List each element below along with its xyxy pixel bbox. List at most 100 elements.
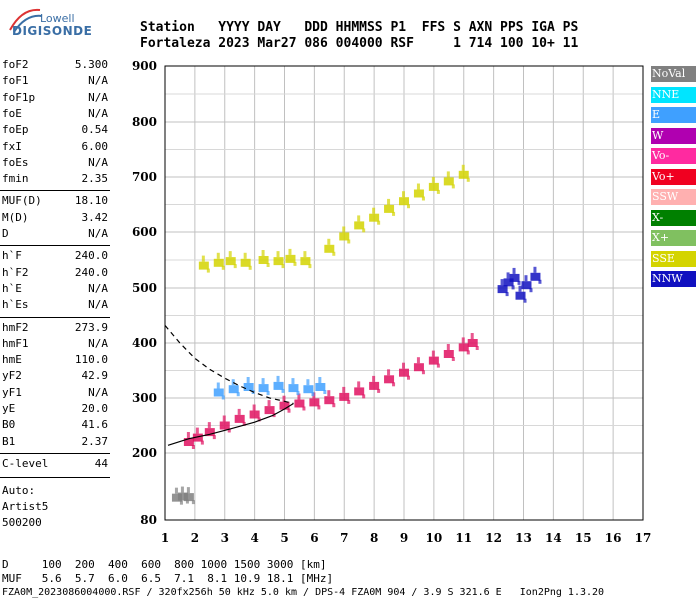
data-point — [261, 250, 265, 256]
data-point — [234, 414, 245, 423]
data-point — [407, 204, 410, 209]
data-point — [458, 343, 469, 352]
param-key: MUF(D) — [2, 194, 42, 208]
param-value: N/A — [88, 227, 108, 240]
data-point — [342, 386, 346, 393]
data-point — [523, 298, 527, 303]
param-value: N/A — [88, 90, 108, 104]
y-tick-label: 600 — [132, 225, 157, 239]
param-value: 2.35 — [81, 172, 109, 186]
data-point — [518, 285, 522, 292]
param-key: h`E — [2, 281, 22, 295]
auto-version: 500200 — [2, 516, 42, 529]
param-row: foF2 5.300 — [2, 58, 108, 72]
data-point — [186, 432, 190, 438]
param-value: 44 — [94, 456, 108, 470]
data-point — [273, 257, 284, 266]
data-point — [446, 344, 450, 350]
data-point — [308, 264, 312, 269]
data-point — [222, 415, 226, 422]
legend-item: X- — [651, 209, 696, 226]
data-point — [497, 285, 508, 294]
data-point — [339, 392, 350, 401]
param-key: fxI — [2, 139, 22, 153]
legend-item: E — [651, 107, 696, 123]
logo-digisonde: DIGISONDE — [12, 24, 93, 38]
param-value: 3.42 — [81, 210, 109, 224]
x-tick-label: 2 — [191, 531, 199, 545]
param-key: foEp — [2, 123, 29, 137]
param-row: h`F2 240.0 — [2, 266, 108, 280]
data-point — [399, 368, 409, 377]
param-key: h`F — [2, 249, 22, 263]
header-line-2: Fortaleza 2023 Mar27 086 004000 RSF 1 71… — [140, 36, 579, 51]
x-tick-label: 4 — [250, 531, 258, 545]
data-point — [279, 401, 290, 410]
x-tick-label: 11 — [455, 531, 472, 545]
param-key: C-level — [2, 456, 49, 470]
file-info: FZA0M_2023086004000.RSF / 320fx256h 50 k… — [2, 587, 605, 598]
data-point — [339, 232, 350, 241]
data-point — [282, 395, 286, 402]
data-point — [191, 500, 195, 505]
data-point — [521, 281, 532, 290]
legend-item: X+ — [651, 230, 696, 246]
data-point — [431, 176, 435, 183]
data-point — [342, 226, 346, 233]
data-point — [357, 215, 361, 222]
param-value: 240.0 — [74, 265, 108, 279]
data-point — [221, 395, 225, 400]
param-key: fmin — [2, 172, 29, 186]
x-tick-label: 13 — [515, 531, 532, 545]
param-row: hmF2 273.9 — [2, 321, 108, 335]
param-key: h`Es — [2, 298, 29, 312]
data-point — [511, 285, 515, 290]
data-point — [357, 381, 361, 388]
data-point — [392, 382, 396, 387]
param-row: C-level 44 — [2, 457, 108, 471]
data-point — [436, 189, 440, 194]
data-point — [402, 362, 405, 369]
data-point — [446, 171, 450, 178]
data-point — [240, 258, 251, 267]
data-point — [428, 182, 439, 191]
data-point — [323, 390, 327, 394]
param-row: h`F 240.0 — [2, 249, 108, 263]
data-point — [384, 204, 395, 213]
data-point — [413, 363, 424, 372]
param-row: hmE 110.0 — [2, 353, 108, 367]
header-line-1: Station YYYY DAY DDD HHMMSS P1 FFS S AXN… — [140, 20, 579, 35]
logo-swoosh-icon — [9, 8, 43, 33]
data-point — [216, 382, 220, 389]
data-point — [183, 493, 194, 502]
param-value: 42.9 — [81, 369, 109, 383]
data-point — [377, 220, 381, 225]
data-point — [276, 251, 280, 258]
data-point — [517, 280, 521, 285]
data-point — [264, 406, 275, 415]
param-value: 6.00 — [81, 139, 109, 153]
param-key: yF1 — [2, 385, 22, 399]
data-point — [354, 387, 365, 396]
legend-item: W — [651, 127, 696, 144]
data-point — [506, 272, 510, 279]
y-tick-label: 80 — [140, 513, 157, 527]
data-point — [261, 378, 265, 385]
legend-item: Vo- — [651, 148, 696, 164]
data-point — [416, 183, 420, 190]
data-point — [213, 388, 224, 397]
data-point — [303, 385, 314, 394]
x-tick-label: 6 — [310, 531, 318, 545]
data-point — [216, 252, 220, 259]
data-point — [515, 291, 526, 300]
data-point — [257, 417, 261, 422]
profile-curve — [167, 402, 294, 446]
param-row: foEs N/A — [2, 156, 108, 170]
data-point — [179, 500, 183, 505]
data-point — [204, 428, 215, 437]
param-row: foEp 0.54 — [2, 123, 108, 137]
data-point — [258, 256, 269, 264]
data-point — [306, 379, 310, 386]
x-tick-label: 3 — [221, 531, 229, 545]
data-point — [242, 421, 246, 426]
